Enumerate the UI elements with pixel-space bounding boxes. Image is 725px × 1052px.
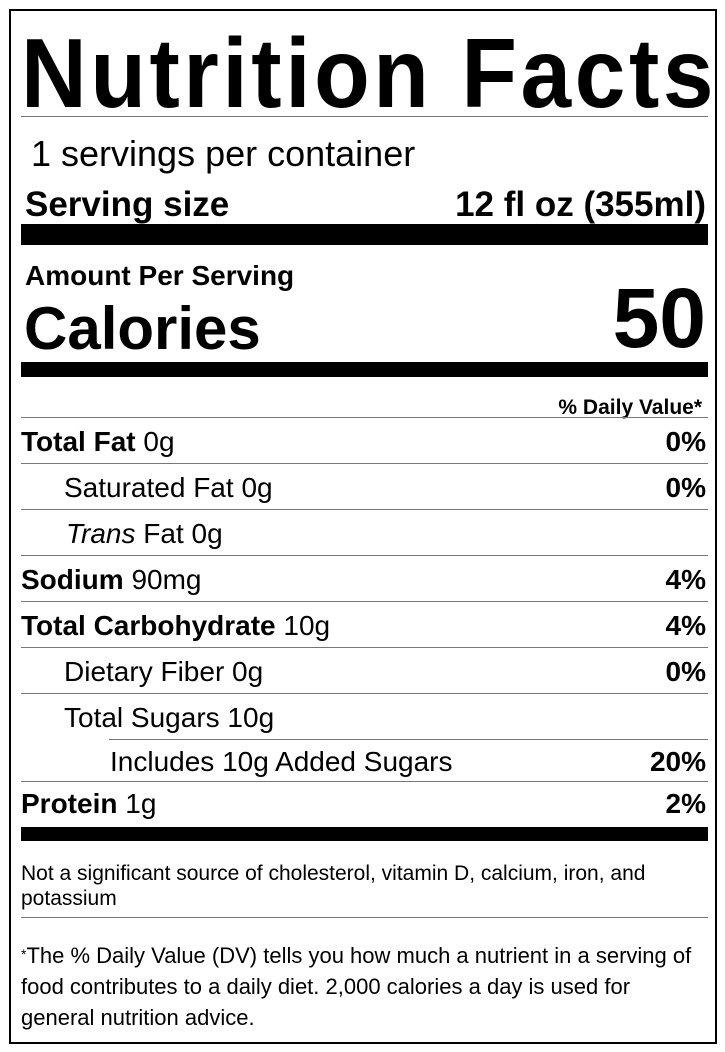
nutrient-row-sodium: Sodium 90mg 4% — [21, 556, 708, 602]
nutrient-row-total-fat: Total Fat 0g 0% — [21, 418, 708, 464]
nutrient-name: Fat — [143, 518, 184, 549]
thick-divider — [21, 224, 708, 245]
nutrient-row-protein: Protein 1g 2% — [21, 780, 708, 826]
nutrient-row-saturated-fat: Saturated Fat 0g 0% — [21, 464, 708, 510]
nutrient-amount: 10g — [283, 610, 331, 641]
nutrient-amount: 1g — [125, 788, 157, 819]
divider — [21, 417, 708, 418]
footnote-asterisk: * — [21, 946, 27, 962]
nutrient-name-italic: Trans — [66, 518, 136, 549]
nutrient-name: Sodium — [21, 564, 124, 595]
nutrient-dv: 0% — [665, 656, 706, 687]
thick-divider — [21, 362, 708, 377]
servings-per-container: 1 servings per container — [31, 133, 416, 174]
not-significant-note: Not a significant source of cholesterol,… — [21, 862, 646, 910]
nutrient-amount: 0g — [232, 656, 264, 687]
nutrient-amount: 90mg — [131, 564, 202, 595]
divider — [21, 555, 708, 556]
divider — [21, 116, 708, 117]
nutrient-name: Protein — [21, 788, 118, 819]
nutrition-facts-label: Nutrition Facts 1 servings per container… — [9, 9, 717, 1044]
calories-label: Calories — [24, 295, 261, 362]
footnote-text: The % Daily Value (DV) tells you how muc… — [21, 943, 692, 1030]
amount-per-serving: Amount Per Serving — [25, 260, 295, 291]
nutrient-row-added-sugars: Includes 10g Added Sugars 20% — [21, 738, 708, 784]
nutrient-name: Includes 10g Added Sugars — [110, 746, 453, 777]
nutrient-amount: 0g — [191, 518, 223, 549]
thick-divider — [21, 827, 708, 841]
nutrient-amount: 10g — [227, 702, 275, 733]
divider — [21, 601, 708, 602]
divider — [21, 917, 708, 918]
nutrient-dv: 0% — [665, 472, 706, 503]
nutrient-dv: 4% — [665, 564, 706, 595]
nutrient-dv: 0% — [665, 426, 706, 457]
nutrient-row-total-sugars: Total Sugars 10g — [21, 694, 708, 740]
nutrient-name: Total Fat — [21, 426, 136, 457]
daily-value-footnote: *The % Daily Value (DV) tells you how mu… — [21, 939, 701, 1033]
label-title: Nutrition Facts — [21, 19, 718, 129]
divider — [21, 781, 708, 782]
nutrient-row-trans-fat: Trans Fat 0g — [21, 510, 708, 556]
nutrient-dv: 4% — [665, 610, 706, 641]
serving-size-label: Serving size — [25, 185, 230, 224]
calories-value: 50 — [612, 271, 706, 365]
daily-value-header: % Daily Value* — [558, 396, 702, 419]
nutrient-dv: 20% — [649, 746, 706, 777]
nutrient-name: Total Sugars — [64, 702, 220, 733]
divider — [21, 647, 708, 648]
nutrient-amount: 0g — [241, 472, 273, 503]
divider — [21, 463, 708, 464]
divider — [21, 509, 708, 510]
divider — [21, 693, 708, 694]
nutrient-name: Dietary Fiber — [64, 656, 225, 687]
nutrient-row-total-carbohydrate: Total Carbohydrate 10g 4% — [21, 602, 708, 648]
nutrient-dv: 2% — [665, 788, 706, 819]
nutrient-name: Total Carbohydrate — [21, 610, 276, 641]
nutrient-name: Saturated Fat — [64, 472, 234, 503]
nutrient-amount: 0g — [143, 426, 175, 457]
serving-size-value: 12 fl oz (355ml) — [455, 185, 706, 224]
divider — [109, 739, 708, 740]
nutrient-row-dietary-fiber: Dietary Fiber 0g 0% — [21, 648, 708, 694]
